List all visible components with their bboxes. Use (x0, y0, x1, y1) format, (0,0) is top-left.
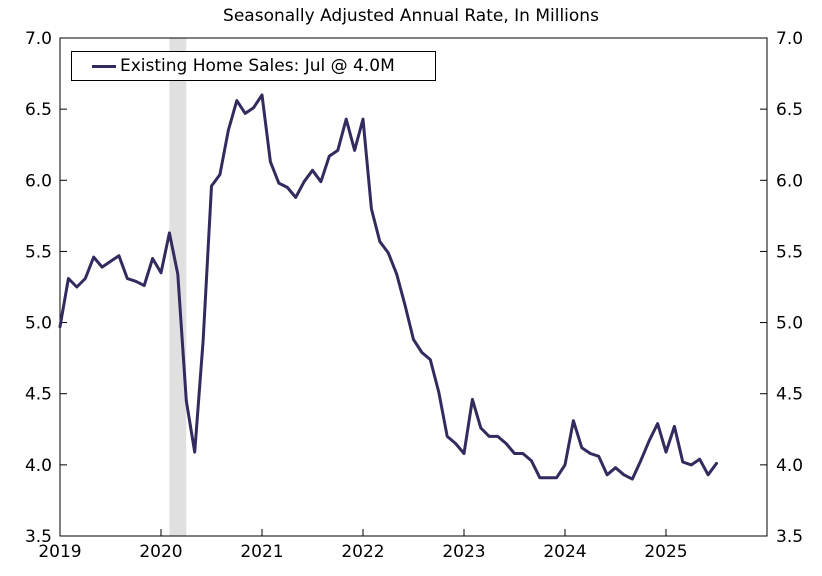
y-axis-right: 3.5 4.0 4.5 5.0 5.5 6.0 6.5 7.0 (760, 29, 803, 547)
x-axis: 2019 2020 2021 2022 2023 2024 2025 (38, 529, 688, 562)
x-tick-label: 2023 (442, 542, 485, 562)
x-tick-label: 2024 (543, 542, 586, 562)
x-tick-label: 2022 (341, 542, 384, 562)
x-tick-label: 2025 (644, 542, 687, 562)
y-tick-label-left: 5.0 (25, 314, 52, 334)
y-tick-label-right: 5.0 (776, 314, 803, 334)
x-tick-label: 2019 (38, 542, 81, 562)
y-tick-label-left: 5.5 (25, 242, 52, 262)
y-tick-label-right: 7.0 (776, 29, 803, 49)
x-tick-label: 2020 (139, 542, 182, 562)
y-tick-label-left: 4.0 (25, 456, 52, 476)
y-tick-label-right: 4.5 (776, 385, 803, 405)
y-tick-label-left: 7.0 (25, 29, 52, 49)
legend-label: Existing Home Sales: Jul @ 4.0M (120, 56, 395, 76)
y-tick-label-right: 6.0 (776, 171, 803, 191)
y-tick-label-right: 6.5 (776, 100, 803, 120)
y-axis-left: 3.5 4.0 4.5 5.0 5.5 6.0 6.5 7.0 (25, 29, 67, 547)
y-tick-label-right: 4.0 (776, 456, 803, 476)
legend-swatch (92, 64, 116, 68)
legend: Existing Home Sales: Jul @ 4.0M (71, 51, 436, 81)
y-tick-label-left: 6.5 (25, 100, 52, 120)
y-tick-label-right: 5.5 (776, 242, 803, 262)
series-layer (58, 93, 718, 481)
y-tick-label-left: 3.5 (25, 527, 52, 547)
y-tick-label-left: 4.5 (25, 385, 52, 405)
y-tick-label-left: 6.0 (25, 171, 52, 191)
y-tick-label-right: 3.5 (776, 527, 803, 547)
series-line-existing-home-sales (58, 93, 718, 481)
chart-subtitle: Seasonally Adjusted Annual Rate, In Mill… (223, 6, 599, 26)
x-tick-label: 2021 (240, 542, 283, 562)
plot-frame (59, 37, 768, 537)
